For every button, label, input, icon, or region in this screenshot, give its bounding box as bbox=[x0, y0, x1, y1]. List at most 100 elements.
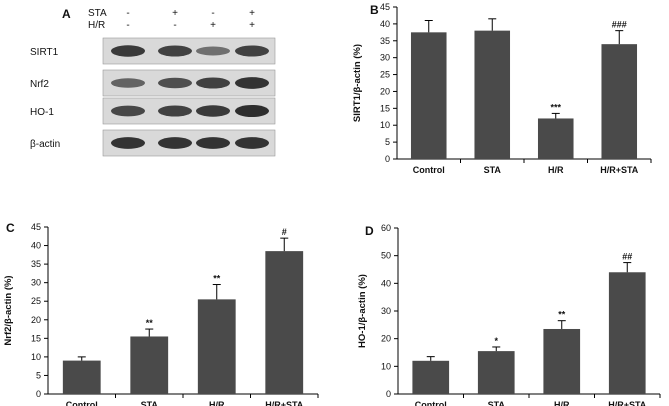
category-label: STA bbox=[488, 400, 506, 406]
category-label: STA bbox=[141, 400, 159, 406]
blot-band bbox=[111, 78, 145, 88]
y-tick-label: 30 bbox=[380, 53, 390, 63]
significance-label: ### bbox=[612, 20, 627, 30]
blot-band bbox=[235, 45, 269, 57]
treatment-sign: - bbox=[173, 20, 176, 31]
y-tick-label: 30 bbox=[31, 278, 41, 288]
category-label: H/R+STA bbox=[608, 400, 647, 406]
y-tick-label: 10 bbox=[380, 120, 390, 130]
bar bbox=[601, 44, 638, 159]
significance-label: * bbox=[494, 336, 498, 346]
chart-b: B SIRT1/β-actin (%) 0 5 10 15 20 25 30 35 40 45 Cont… bbox=[352, 2, 652, 175]
blot-row-label: HO-1 bbox=[30, 107, 54, 118]
y-tick-label: 10 bbox=[31, 352, 41, 362]
y-tick-label: 15 bbox=[380, 103, 390, 113]
blot-band bbox=[158, 77, 192, 89]
blot-band bbox=[196, 105, 230, 117]
bar bbox=[62, 360, 101, 394]
treatment-sign: - bbox=[126, 20, 129, 31]
category-label: H/R bbox=[548, 165, 564, 175]
panel-letter: C bbox=[6, 221, 15, 235]
bar bbox=[477, 351, 515, 394]
chart-d: D HO-1/β-actin (%) 0 10 20 30 40 50 60 Control * ST… bbox=[357, 223, 661, 406]
y-tick-label: 45 bbox=[31, 222, 41, 232]
bar bbox=[537, 118, 574, 159]
treatment-label: H/R bbox=[88, 20, 105, 31]
category-label: STA bbox=[484, 165, 502, 175]
bar bbox=[130, 336, 169, 394]
bar bbox=[608, 272, 646, 394]
category-label: Control bbox=[413, 165, 445, 175]
treatment-sign: - bbox=[126, 8, 129, 19]
y-tick-label: 50 bbox=[381, 251, 391, 261]
category-label: H/R bbox=[554, 400, 570, 406]
y-tick-label: 20 bbox=[381, 334, 391, 344]
y-tick-label: 0 bbox=[36, 389, 41, 399]
blot-band bbox=[111, 105, 145, 117]
y-axis-label: SIRT1/β-actin (%) bbox=[352, 44, 363, 122]
y-tick-label: 20 bbox=[380, 86, 390, 96]
panel-letter: B bbox=[370, 3, 379, 17]
treatment-sign: - bbox=[211, 8, 214, 19]
y-tick-label: 5 bbox=[385, 137, 390, 147]
treatment-sign: + bbox=[210, 20, 216, 31]
blot-band bbox=[196, 77, 230, 89]
significance-label: ## bbox=[622, 252, 632, 262]
y-axis-label: Nrf2/β-actin (%) bbox=[3, 275, 14, 345]
category-label: H/R bbox=[209, 400, 225, 406]
blot-band bbox=[158, 105, 192, 117]
blot-band bbox=[196, 46, 230, 56]
y-axis-label: HO-1/β-actin (%) bbox=[357, 274, 368, 348]
treatment-label: STA bbox=[88, 8, 107, 19]
significance-label: ** bbox=[558, 310, 566, 320]
y-tick-label: 60 bbox=[381, 223, 391, 233]
y-tick-label: 35 bbox=[380, 36, 390, 46]
significance-label: *** bbox=[550, 102, 561, 112]
treatment-sign: + bbox=[172, 8, 178, 19]
panel-letter: D bbox=[365, 224, 374, 238]
y-tick-label: 25 bbox=[380, 70, 390, 80]
y-tick-label: 25 bbox=[31, 296, 41, 306]
bar bbox=[197, 299, 236, 394]
y-tick-label: 20 bbox=[31, 315, 41, 325]
y-tick-label: 15 bbox=[31, 333, 41, 343]
blot-band bbox=[235, 137, 269, 149]
blot-band bbox=[111, 45, 145, 57]
y-tick-label: 0 bbox=[386, 389, 391, 399]
blot-row-label: β-actin bbox=[30, 139, 60, 150]
blot-row-label: Nrf2 bbox=[30, 79, 49, 90]
bar bbox=[412, 360, 450, 394]
category-label: Control bbox=[415, 400, 447, 406]
y-tick-label: 35 bbox=[31, 259, 41, 269]
treatment-sign: + bbox=[249, 8, 255, 19]
category-label: H/R+STA bbox=[265, 400, 304, 406]
bar bbox=[265, 251, 304, 394]
blot-band bbox=[158, 45, 192, 57]
bar bbox=[474, 30, 511, 160]
y-tick-label: 30 bbox=[381, 306, 391, 316]
bar bbox=[410, 32, 447, 160]
blot-band bbox=[235, 104, 269, 118]
category-label: H/R+STA bbox=[600, 165, 639, 175]
y-tick-label: 40 bbox=[31, 241, 41, 251]
blot-row-label: SIRT1 bbox=[30, 47, 59, 58]
bar bbox=[543, 328, 581, 394]
y-tick-label: 10 bbox=[381, 361, 391, 371]
significance-label: # bbox=[282, 227, 287, 237]
treatment-sign: + bbox=[249, 20, 255, 31]
y-tick-label: 40 bbox=[381, 278, 391, 288]
blot-band bbox=[111, 137, 145, 149]
significance-label: ** bbox=[146, 318, 154, 328]
blot-band bbox=[158, 137, 192, 149]
blot-band bbox=[235, 77, 269, 89]
y-tick-label: 5 bbox=[36, 370, 41, 380]
chart-c: C Nrf2/β-actin (%) 0 5 10 15 20 25 30 35 40 45 Contr… bbox=[3, 221, 319, 406]
significance-label: ** bbox=[213, 274, 221, 284]
y-tick-label: 0 bbox=[385, 154, 390, 164]
y-tick-label: 40 bbox=[380, 19, 390, 29]
y-tick-label: 45 bbox=[380, 2, 390, 12]
panel-letter-a: A bbox=[62, 7, 71, 21]
blot-band bbox=[196, 137, 230, 149]
